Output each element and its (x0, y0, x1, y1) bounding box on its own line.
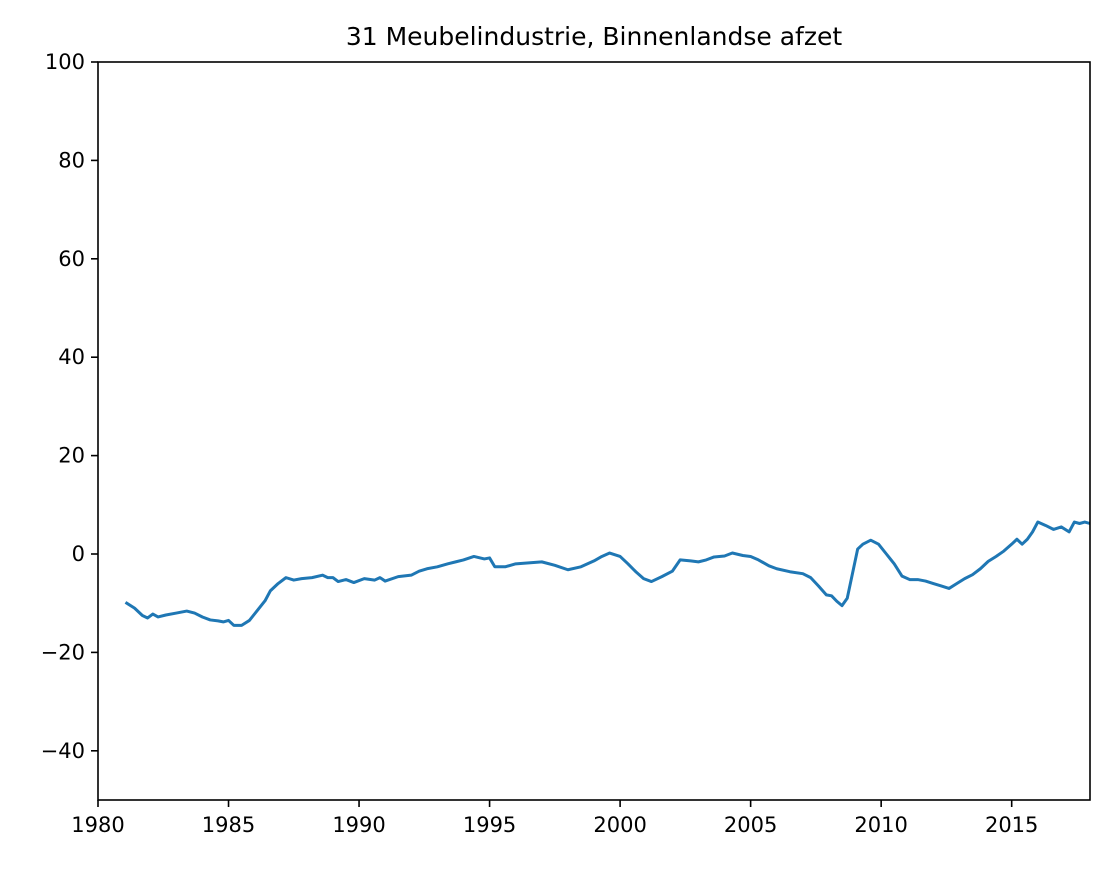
y-tick-label: 80 (58, 148, 85, 172)
y-tick-label: −40 (41, 739, 85, 763)
x-tick-label: 2005 (724, 813, 777, 837)
x-tick-label: 2010 (854, 813, 907, 837)
plot-area: 1980 1985 1990 1995 2000 2005 2010 2015 −40 −20 0 2… (41, 50, 1091, 837)
y-tick-label: 60 (58, 247, 85, 271)
axes-frame (97, 61, 1091, 801)
series-line-0 (124, 520, 1090, 627)
y-tick-label: 0 (72, 542, 85, 566)
y-tick-label: −20 (41, 640, 85, 664)
x-tick-label: 2015 (985, 813, 1038, 837)
x-tick-label: 1995 (463, 813, 516, 837)
x-tick-label: 1990 (332, 813, 385, 837)
x-tick-label: 1980 (71, 813, 124, 837)
y-tick-label: 20 (58, 444, 85, 468)
chart-title: 31 Meubelindustrie, Binnenlandse afzet (346, 22, 843, 51)
y-tick-label: 40 (58, 345, 85, 369)
y-tick-label: 100 (45, 50, 85, 74)
x-tick-label: 2000 (593, 813, 646, 837)
x-tick-label: 1985 (202, 813, 255, 837)
